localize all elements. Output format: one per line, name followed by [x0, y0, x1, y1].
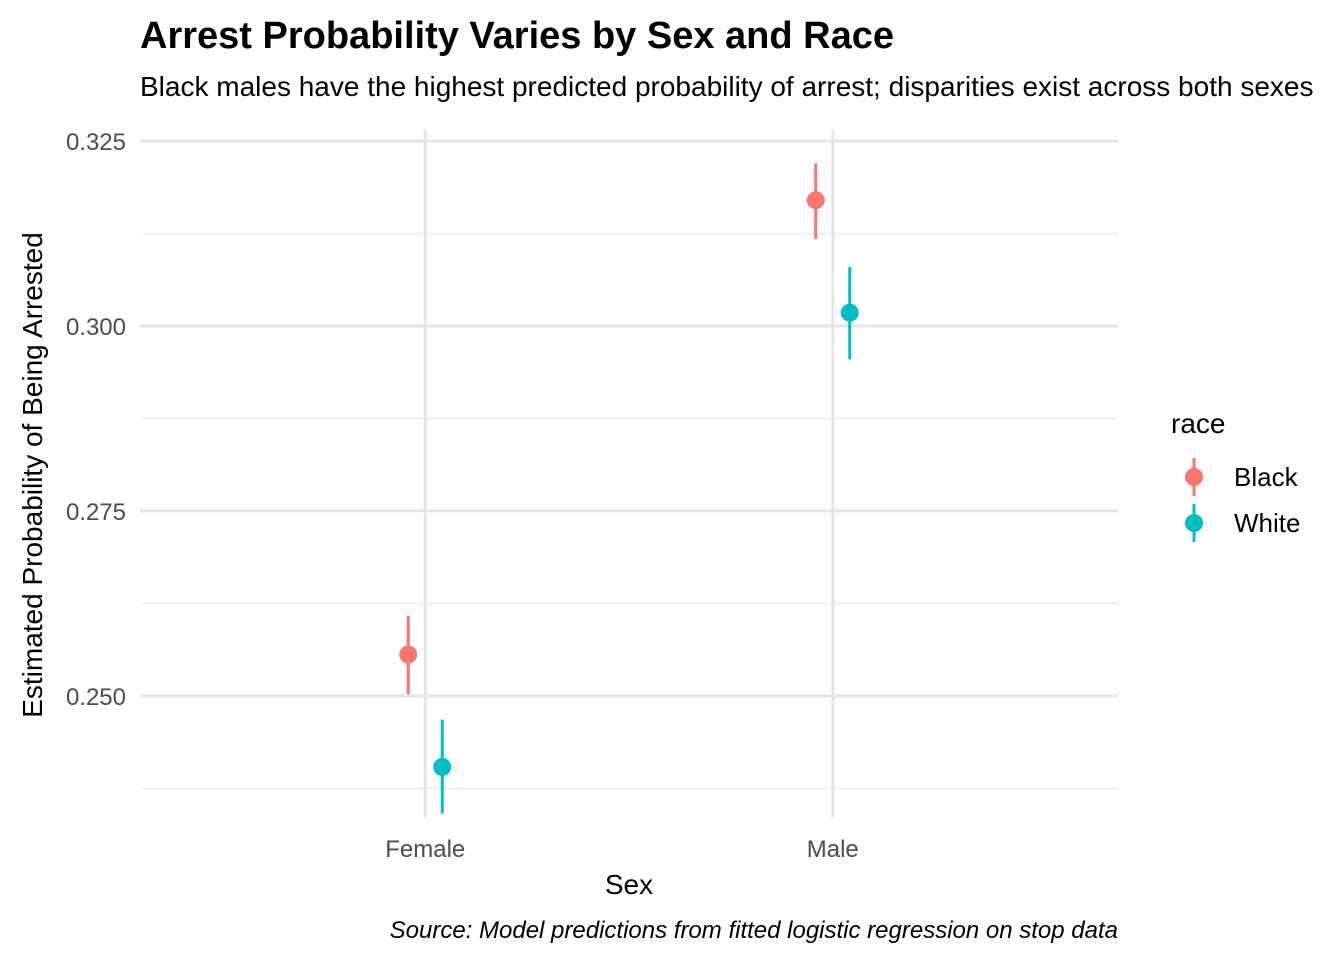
y-axis-title: Estimated Probability of Being Arrested	[17, 232, 48, 718]
chart-caption: Source: Model predictions from fitted lo…	[390, 917, 1118, 944]
legend-key-point	[1185, 514, 1203, 532]
legend-label: White	[1234, 508, 1300, 538]
y-tick-label: 0.300	[66, 314, 126, 341]
y-tick-label: 0.250	[66, 684, 126, 711]
legend-label: Black	[1234, 462, 1299, 492]
chart-title: Arrest Probability Varies by Sex and Rac…	[140, 15, 894, 57]
data-point	[840, 303, 859, 322]
y-tick-label: 0.325	[66, 129, 126, 156]
data-point	[399, 645, 418, 664]
legend: race Black White	[1171, 408, 1300, 542]
y-axis-ticks: 0.250 0.275 0.300 0.325	[66, 129, 126, 711]
legend-title: race	[1171, 408, 1225, 439]
x-axis-ticks: Female Male	[385, 836, 859, 863]
x-tick-label: Female	[385, 836, 465, 863]
data-marks	[399, 163, 859, 814]
y-tick-label: 0.275	[66, 499, 126, 526]
x-tick-label: Male	[807, 836, 859, 863]
chart-subtitle: Black males have the highest predicted p…	[140, 71, 1313, 102]
legend-key-point	[1185, 468, 1203, 486]
grid	[140, 130, 1118, 818]
x-axis-title: Sex	[605, 869, 653, 900]
data-point	[433, 757, 452, 776]
data-point	[806, 191, 825, 210]
